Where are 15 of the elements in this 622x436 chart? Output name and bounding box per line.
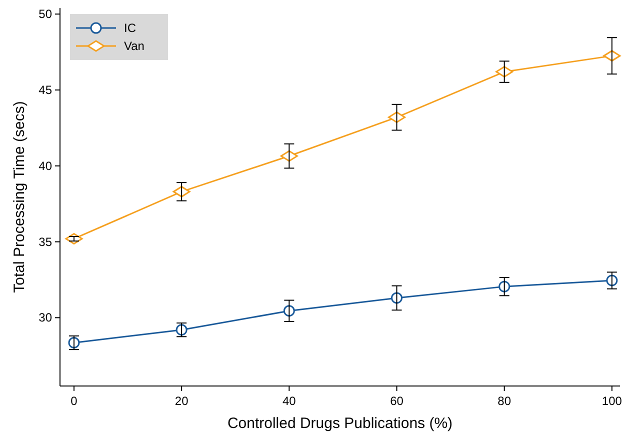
x-tick-label: 100 xyxy=(602,394,622,408)
x-tick-label: 40 xyxy=(282,394,296,408)
x-tick-label: 0 xyxy=(70,394,78,408)
x-tick-label: 80 xyxy=(498,394,512,408)
legend-label: Van xyxy=(124,39,144,53)
legend-label: IC xyxy=(124,21,136,35)
y-tick-label: 50 xyxy=(38,7,52,22)
y-tick-label: 35 xyxy=(38,234,52,249)
y-axis-title: Total Processing Time (secs) xyxy=(11,101,28,293)
y-tick-label: 30 xyxy=(38,310,52,325)
y-tick-label: 40 xyxy=(38,158,52,173)
x-tick-label: 20 xyxy=(174,394,189,408)
x-tick-label: 60 xyxy=(390,394,404,408)
y-tick-label: 45 xyxy=(38,82,52,97)
x-axis-title: Controlled Drugs Publications (%) xyxy=(227,415,453,432)
